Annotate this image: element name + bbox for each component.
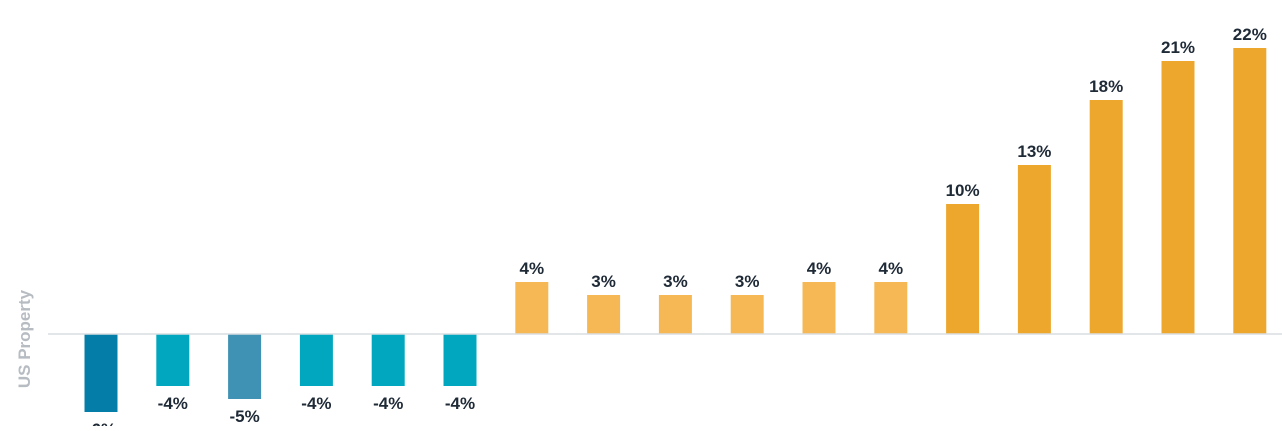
bar-16 [1161, 61, 1195, 334]
data-label-10: 3% [735, 272, 760, 291]
data-label-4: -4% [301, 394, 331, 413]
bar-15 [1089, 100, 1123, 334]
data-label-7: 4% [520, 259, 545, 278]
bar-12 [874, 282, 908, 334]
y-axis-label: US Property [15, 289, 34, 388]
bar-3 [228, 334, 262, 399]
data-label-3: -5% [229, 407, 259, 426]
bar-17 [1233, 48, 1267, 334]
data-label-13: 10% [946, 181, 980, 200]
bar-14 [1017, 165, 1051, 334]
bar-4 [299, 334, 333, 386]
bar-6 [443, 334, 477, 386]
bar-2 [156, 334, 190, 386]
data-label-17: 22% [1233, 25, 1267, 44]
data-label-2: -4% [158, 394, 188, 413]
data-label-9: 3% [663, 272, 688, 291]
bar-10 [730, 295, 764, 334]
bar-8 [587, 295, 621, 334]
data-label-6: -4% [445, 394, 475, 413]
bar-9 [658, 295, 692, 334]
bar-13 [946, 204, 980, 334]
data-label-11: 4% [807, 259, 832, 278]
data-label-1: -6% [86, 420, 116, 426]
data-labels: -6% -4% -5% -4% -4% -4% 4% 3% 3% 3% 4% 4% 10% 13% 18% 2… [86, 25, 1267, 431]
bar-1 [84, 334, 118, 412]
data-label-15: 18% [1089, 77, 1123, 96]
data-label-8: 3% [591, 272, 616, 291]
data-label-16: 21% [1161, 38, 1195, 57]
bar-5 [371, 334, 405, 386]
data-label-14: 13% [1017, 142, 1051, 161]
bar-11 [802, 282, 836, 334]
bars [84, 48, 1267, 412]
data-label-5: -4% [373, 394, 403, 413]
data-label-12: 4% [879, 259, 904, 278]
bar-7 [515, 282, 549, 334]
